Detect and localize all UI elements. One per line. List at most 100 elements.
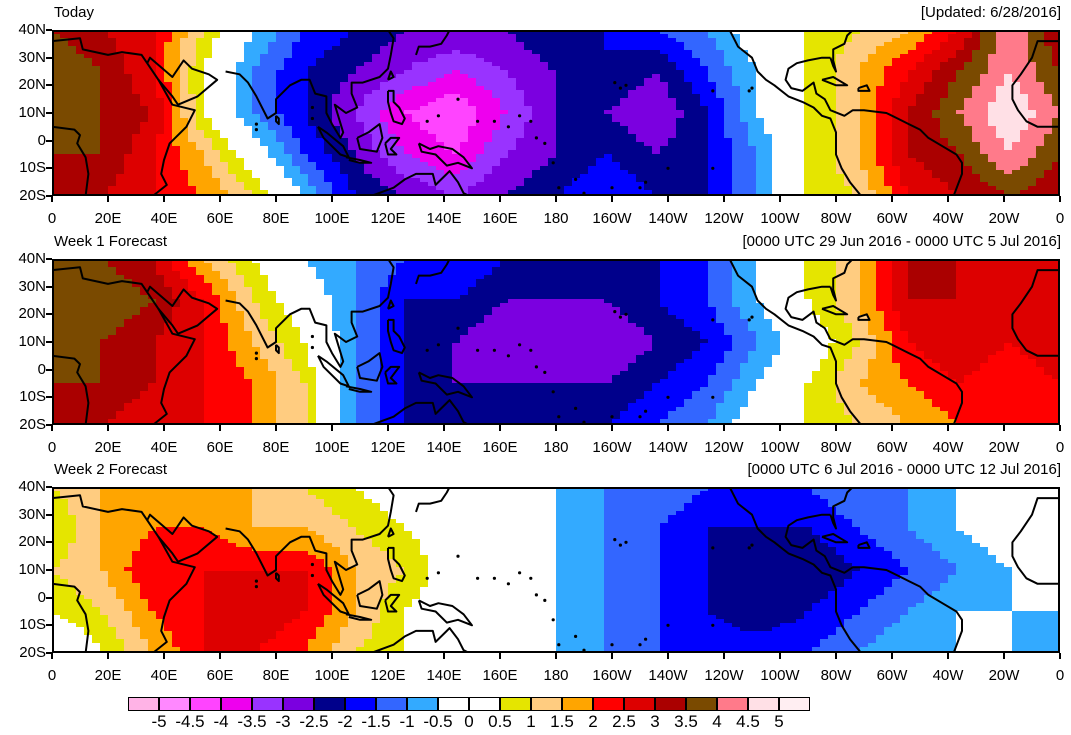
coastline bbox=[784, 56, 963, 196]
island-marker bbox=[574, 177, 578, 181]
island-marker bbox=[610, 643, 614, 647]
lon-tick-label: 40E bbox=[150, 210, 178, 227]
lon-tick bbox=[835, 425, 837, 431]
lon-tick-label: 0 bbox=[1055, 439, 1065, 456]
lon-tick-label: 0 bbox=[1055, 210, 1065, 227]
island-marker bbox=[574, 634, 578, 638]
island-marker bbox=[750, 543, 754, 547]
lon-tick-label: 20E bbox=[94, 210, 122, 227]
island-marker bbox=[506, 582, 510, 586]
lat-tick bbox=[46, 424, 52, 426]
panel-date-range: [0000 UTC 29 Jun 2016 - 0000 UTC 5 Jul 2… bbox=[742, 233, 1061, 250]
island-marker bbox=[613, 81, 617, 85]
legend-label: 4 bbox=[712, 712, 722, 731]
island-marker bbox=[644, 180, 648, 184]
legend-swatch bbox=[159, 697, 190, 711]
lon-tick-label: 80E bbox=[262, 210, 290, 227]
legend-swatch bbox=[655, 697, 686, 711]
lon-tick bbox=[163, 425, 165, 431]
lon-tick bbox=[611, 425, 613, 431]
coastline bbox=[275, 344, 280, 355]
island-marker bbox=[518, 114, 522, 118]
lon-tick-label: 120E bbox=[370, 210, 406, 227]
lon-tick-label: 120W bbox=[704, 667, 744, 684]
lon-tick bbox=[51, 653, 53, 659]
island-marker bbox=[518, 343, 522, 347]
lon-tick-label: 0 bbox=[1055, 667, 1065, 684]
legend-label: 2.5 bbox=[612, 712, 636, 731]
legend-swatch bbox=[314, 697, 345, 711]
lat-tick bbox=[46, 285, 52, 288]
lat-tick-label: 0 bbox=[37, 131, 46, 149]
lon-tick bbox=[219, 653, 221, 659]
island-marker bbox=[529, 119, 533, 123]
island-marker bbox=[574, 406, 578, 410]
lon-tick-label: 140E bbox=[426, 667, 462, 684]
legend-label: 0 bbox=[464, 712, 474, 731]
lon-tick bbox=[835, 196, 837, 202]
coastline bbox=[275, 115, 280, 126]
lon-tick bbox=[51, 196, 53, 202]
coastline bbox=[384, 365, 401, 385]
legend-label: -4 bbox=[213, 712, 229, 731]
legend-label: -2.5 bbox=[299, 712, 329, 731]
lon-tick-label: 160E bbox=[482, 210, 518, 227]
coastline bbox=[345, 156, 373, 164]
coastline bbox=[1011, 497, 1060, 585]
legend-swatch bbox=[376, 697, 407, 711]
lon-tick-label: 80E bbox=[262, 439, 290, 456]
island-marker bbox=[624, 540, 628, 544]
lat-tick-label: 30N bbox=[18, 505, 46, 523]
legend-swatch bbox=[438, 697, 469, 711]
coastline bbox=[387, 70, 395, 81]
legend-swatch bbox=[345, 697, 376, 711]
lat-tick-label: 30N bbox=[18, 277, 46, 295]
lat-tick bbox=[46, 84, 52, 87]
lat-tick-label: 20S bbox=[19, 416, 46, 433]
island-marker bbox=[610, 186, 614, 190]
map-field bbox=[52, 487, 1060, 653]
lon-tick bbox=[1003, 653, 1005, 659]
island-marker bbox=[551, 618, 555, 622]
lat-tick bbox=[46, 486, 52, 488]
island-marker bbox=[666, 166, 670, 170]
legend-label: -4.5 bbox=[175, 712, 205, 731]
island-marker bbox=[254, 357, 258, 361]
legend-label: 2 bbox=[588, 712, 598, 731]
island-marker bbox=[711, 546, 715, 550]
coastline bbox=[52, 37, 196, 196]
island-marker bbox=[456, 554, 460, 558]
lon-tick bbox=[1059, 425, 1061, 431]
lon-tick-label: 0 bbox=[47, 210, 57, 227]
lon-tick-label: 40E bbox=[150, 667, 178, 684]
lat-tick bbox=[46, 396, 52, 399]
lon-tick-label: 100W bbox=[760, 667, 800, 684]
coastline bbox=[417, 142, 473, 170]
lon-tick-label: 60W bbox=[876, 439, 908, 456]
island-marker bbox=[506, 125, 510, 129]
island-marker bbox=[425, 348, 429, 352]
legend-swatch bbox=[779, 697, 810, 711]
island-marker bbox=[618, 86, 623, 90]
lat-tick bbox=[46, 596, 52, 599]
coastline bbox=[829, 30, 854, 73]
legend-swatch bbox=[686, 697, 717, 711]
coastline bbox=[821, 305, 849, 316]
coastline bbox=[857, 84, 871, 92]
lon-tick bbox=[779, 196, 781, 202]
coastline bbox=[52, 266, 196, 425]
island-marker bbox=[582, 648, 586, 652]
lon-tick bbox=[163, 196, 165, 202]
lon-tick bbox=[275, 425, 277, 431]
coastline bbox=[384, 593, 401, 613]
lat-tick bbox=[46, 513, 52, 516]
lon-tick-label: 120E bbox=[370, 667, 406, 684]
lon-tick-label: 40W bbox=[932, 210, 964, 227]
coastline bbox=[387, 527, 395, 538]
coastline bbox=[356, 123, 384, 153]
coastline bbox=[784, 513, 963, 653]
island-marker bbox=[543, 141, 547, 145]
island-marker bbox=[638, 186, 642, 190]
lat-tick-label: 30N bbox=[18, 48, 46, 66]
lon-tick bbox=[219, 196, 221, 202]
